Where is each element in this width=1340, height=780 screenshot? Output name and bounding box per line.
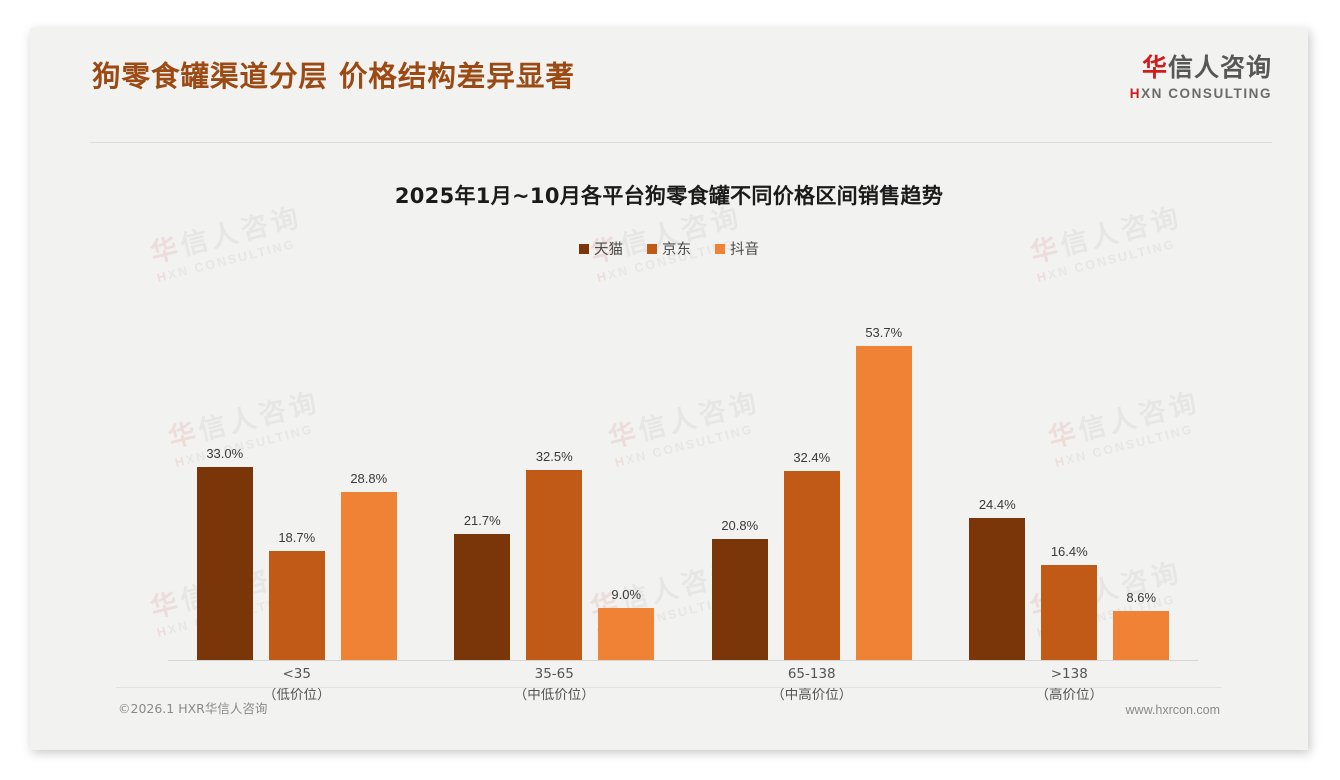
x-axis-label-range: 65-138 (787, 666, 836, 682)
bar-京东-<35[interactable]: 18.7% (268, 273, 325, 661)
legend-label: 天猫 (594, 242, 623, 258)
logo-chinese-rest: 信人咨询 (1167, 53, 1272, 82)
legend-item-京东[interactable]: 京东 (647, 238, 691, 259)
bar-rect[interactable] (1041, 564, 1098, 661)
chart-plot-area: 33.0% 18.7% 28.8% 21.7% 32.5% 9.0% 20.8% 32.4% 5… (168, 273, 1198, 661)
x-axis-line (168, 660, 1198, 661)
chart-legend: 天猫 京东 抖音 (30, 238, 1308, 259)
bar-group->138: 24.4% 16.4% 8.6% (941, 273, 1199, 661)
logo-english-rest: XN CONSULTING (1141, 86, 1272, 101)
footer-divider (116, 687, 1222, 688)
bar-京东-35-65[interactable]: 32.5% (526, 273, 583, 661)
bar-抖音->138[interactable]: 8.6% (1113, 273, 1170, 661)
bar-value-label: 9.0% (611, 587, 642, 603)
bar-rect[interactable] (783, 470, 840, 661)
bar-value-label: 21.7% (463, 512, 501, 528)
x-axis-label-<35: <35 （低价位） (168, 664, 426, 706)
bar-value-label: 33.0% (206, 446, 244, 462)
x-axis-label-tier: （高价位） (1035, 686, 1104, 703)
x-axis-label->138: >138 （高价位） (941, 664, 1199, 706)
x-axis-label-range: >138 (1050, 666, 1088, 682)
bar-抖音-65-138[interactable]: 53.7% (855, 273, 912, 661)
x-axis-label-tier: （中高价位） (771, 686, 853, 703)
bar-抖音-<35[interactable]: 28.8% (340, 273, 397, 661)
bar-value-label: 18.7% (278, 530, 316, 546)
logo-english: HXN CONSULTING (1130, 87, 1272, 101)
logo-chinese: 华信人咨询 (1130, 55, 1272, 80)
logo-english-highlight: H (1129, 86, 1142, 101)
bar-group-65-138: 20.8% 32.4% 53.7% (683, 273, 941, 661)
legend-item-抖音[interactable]: 抖音 (715, 238, 759, 259)
bar-value-label: 20.8% (721, 517, 759, 533)
legend-label: 抖音 (730, 242, 759, 258)
bar-value-label: 32.5% (535, 449, 573, 465)
bar-rect[interactable] (855, 345, 912, 661)
logo-chinese-highlight: 华 (1141, 53, 1168, 82)
slide-card: 华信人咨询 HXN CONSULTING 华信人咨询 HXN CONSULTING 华信… (30, 28, 1308, 750)
x-axis-label-65-138: 65-138 （中高价位） (683, 664, 941, 706)
chart-title: 2025年1月~10月各平台狗零食罐不同价格区间销售趋势 (394, 184, 944, 208)
legend-swatch-icon (715, 243, 725, 254)
x-axis-label-35-65: 35-65 （中低价位） (426, 664, 684, 706)
bar-value-label: 16.4% (1050, 543, 1088, 559)
bar-rect[interactable] (526, 470, 583, 661)
x-axis-label-range: <35 (282, 666, 312, 682)
x-axis-label-range: 35-65 (534, 666, 574, 682)
bar-value-label: 32.4% (793, 449, 831, 465)
bar-rect[interactable] (196, 467, 253, 661)
bar-value-label: 53.7% (865, 324, 903, 340)
bar-天猫-35-65[interactable]: 21.7% (454, 273, 511, 661)
bar-value-label: 24.4% (978, 496, 1016, 512)
bar-rect[interactable] (268, 551, 325, 661)
footer-copyright: ©2026.1 HXR华信人咨询 (118, 701, 268, 716)
slide-header: 狗零食罐渠道分层 价格结构差异显著 华信人咨询 HXN CONSULTING (30, 28, 1308, 143)
x-axis-label-tier: （低价位） (263, 686, 331, 703)
bar-rect[interactable] (454, 533, 511, 661)
bar-rect[interactable] (969, 517, 1026, 661)
bar-rect[interactable] (1113, 610, 1170, 661)
bar-天猫-65-138[interactable]: 20.8% (711, 273, 768, 661)
bar-抖音-35-65[interactable]: 9.0% (598, 273, 655, 661)
bar-value-label: 28.8% (350, 471, 388, 487)
bar-group-<35: 33.0% 18.7% 28.8% (168, 273, 426, 661)
bar-groups: 33.0% 18.7% 28.8% 21.7% 32.5% 9.0% 20.8% 32.4% 5… (168, 273, 1198, 661)
bar-京东->138[interactable]: 16.4% (1041, 273, 1098, 661)
bar-value-label: 8.6% (1126, 589, 1157, 605)
legend-label: 京东 (662, 242, 691, 258)
x-axis-labels: <35 （低价位） 35-65 （中低价位） 65-138 （中高价位） >138 （高价位） (168, 664, 1198, 706)
legend-item-天猫[interactable]: 天猫 (579, 238, 623, 259)
brand-logo: 华信人咨询 HXN CONSULTING (1130, 55, 1272, 101)
footer-website[interactable]: www.hxrcon.com (1125, 703, 1220, 717)
legend-swatch-icon (647, 243, 657, 254)
bar-天猫-<35[interactable]: 33.0% (196, 273, 253, 661)
x-axis-label-tier: （中低价位） (513, 686, 595, 703)
bar-rect[interactable] (711, 538, 768, 661)
bar-group-35-65: 21.7% 32.5% 9.0% (426, 273, 684, 661)
header-divider (90, 142, 1272, 143)
bar-天猫->138[interactable]: 24.4% (969, 273, 1026, 661)
page-title: 狗零食罐渠道分层 价格结构差异显著 (92, 60, 575, 93)
legend-swatch-icon (579, 243, 589, 254)
bar-rect[interactable] (598, 608, 655, 661)
bar-京东-65-138[interactable]: 32.4% (783, 273, 840, 661)
bar-rect[interactable] (340, 492, 397, 661)
